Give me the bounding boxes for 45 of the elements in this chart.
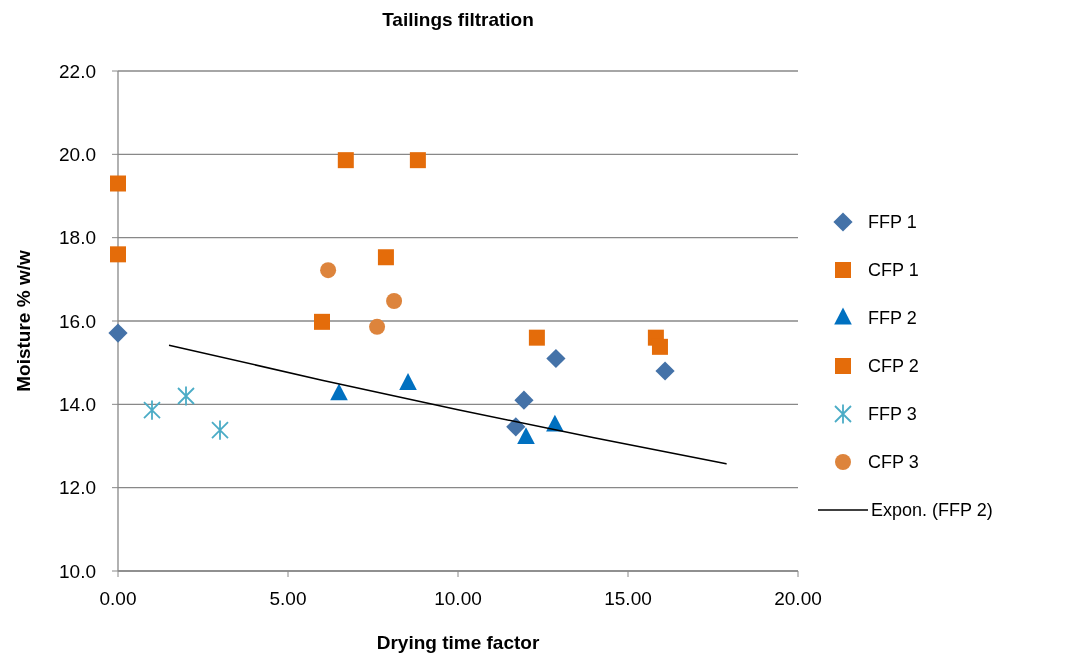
y-axis-title: Moisture % w/w xyxy=(13,250,34,392)
legend-label: FFP 2 xyxy=(868,308,917,329)
point xyxy=(528,329,545,346)
x-axis-title: Drying time factor xyxy=(376,632,540,653)
point xyxy=(211,419,229,441)
x-tick-label: 10.00 xyxy=(434,588,482,609)
line-series xyxy=(168,344,728,465)
point xyxy=(177,385,195,407)
y-tick-label: 20.0 xyxy=(59,143,96,165)
point xyxy=(369,318,386,335)
point xyxy=(409,152,426,169)
point xyxy=(514,390,534,410)
legend-label: CFP 2 xyxy=(868,356,919,377)
x-tick-label: 15.00 xyxy=(604,588,652,609)
point xyxy=(110,175,126,192)
point xyxy=(651,338,668,355)
point xyxy=(320,262,337,279)
y-tick-label: 10.0 xyxy=(59,560,96,582)
x-tick-label: 0.00 xyxy=(99,588,137,609)
point xyxy=(330,383,348,401)
x-tick-label: 5.00 xyxy=(269,588,307,609)
point xyxy=(399,373,417,390)
legend-label: CFP 1 xyxy=(868,260,919,281)
legend-label: FFP 3 xyxy=(868,404,917,425)
point xyxy=(143,399,161,421)
point xyxy=(386,293,403,309)
y-tick-label: 16.0 xyxy=(59,310,96,332)
legend-label: FFP 1 xyxy=(868,212,917,233)
chart-title: Tailings filtration xyxy=(382,9,534,30)
point xyxy=(314,313,330,330)
point xyxy=(377,249,394,266)
legend-label: CFP 3 xyxy=(868,452,919,473)
point xyxy=(655,361,675,381)
point xyxy=(506,417,526,437)
y-tick-label: 22.0 xyxy=(59,60,96,82)
point xyxy=(337,152,354,169)
point xyxy=(517,427,535,445)
y-tick-label: 18.0 xyxy=(59,227,96,249)
point xyxy=(110,246,126,263)
x-tick-label: 20.00 xyxy=(774,588,822,609)
y-tick-label: 14.0 xyxy=(59,393,96,415)
y-tick-label: 12.0 xyxy=(59,477,96,499)
point xyxy=(108,323,128,343)
point xyxy=(546,348,566,369)
legend-label: Expon. (FFP 2) xyxy=(871,500,993,521)
